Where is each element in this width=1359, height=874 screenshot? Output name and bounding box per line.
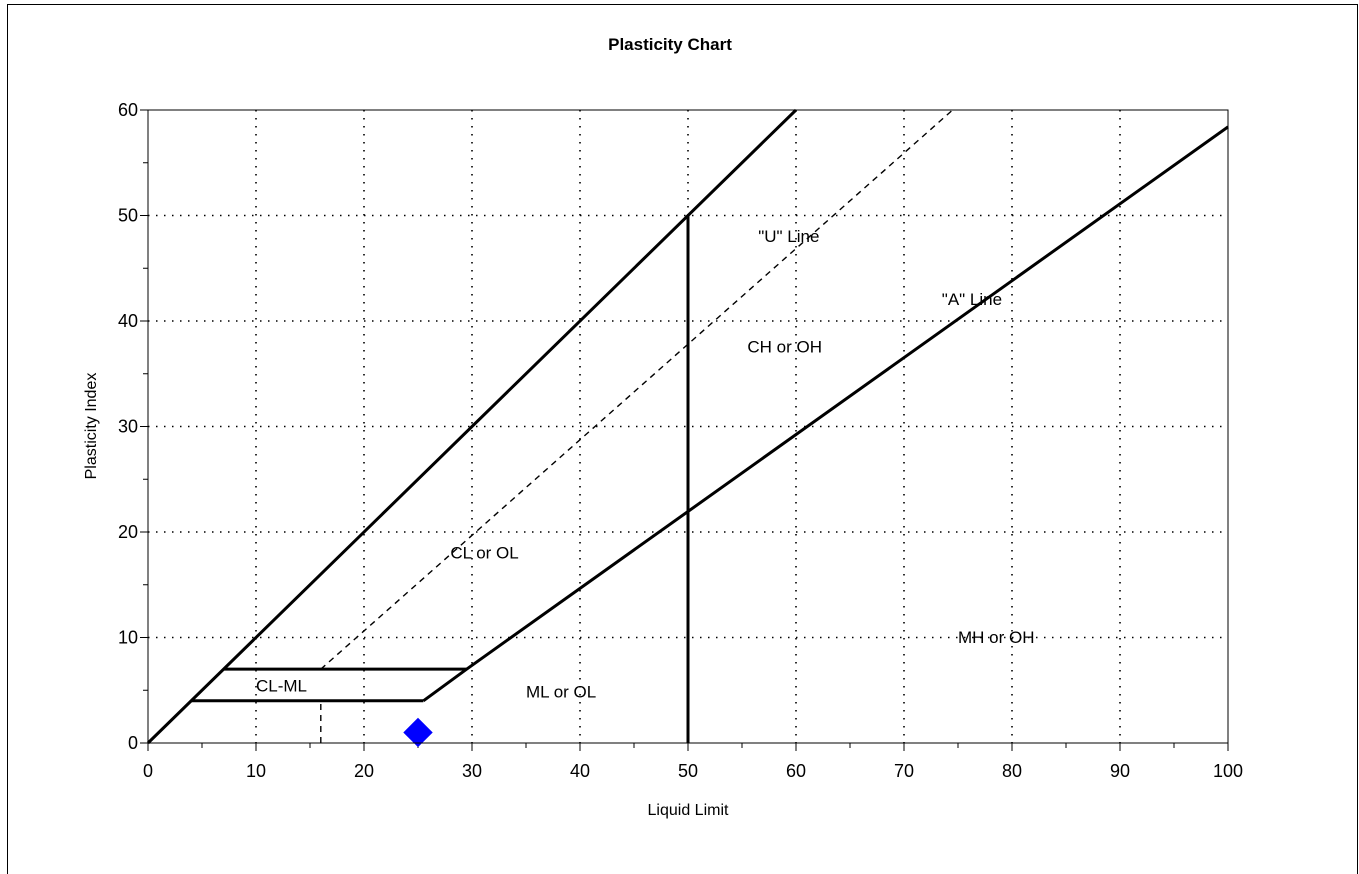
- y-tick-label: 0: [128, 733, 138, 753]
- y-tick-label: 40: [118, 311, 138, 331]
- y-tick-label: 20: [118, 522, 138, 542]
- region-annotation: CH or OH: [747, 338, 822, 357]
- data-points-layer: [403, 717, 433, 748]
- y-axis-tick-labels: 0 10 20 30 40 50 60: [118, 100, 138, 753]
- x-tick-label: 20: [354, 761, 374, 781]
- x-tick-label: 100: [1213, 761, 1243, 781]
- x-tick-label: 30: [462, 761, 482, 781]
- x-tick-label: 90: [1110, 761, 1130, 781]
- x-tick-label: 0: [143, 761, 153, 781]
- data-point-diamond: [403, 717, 433, 748]
- minor-tick-layer: [140, 109, 1229, 751]
- y-tick-label: 30: [118, 417, 138, 437]
- x-tick-label: 10: [246, 761, 266, 781]
- reference-lines-layer: [146, 108, 1229, 745]
- region-annotation: MH or OH: [958, 628, 1035, 647]
- x-tick-label: 70: [894, 761, 914, 781]
- chart-frame: [7, 4, 1358, 874]
- y-axis-label: Plasticity Index: [83, 373, 100, 480]
- x-tick-label: 50: [678, 761, 698, 781]
- x-tick-label: 80: [1002, 761, 1022, 781]
- chart-title: Plasticity Chart: [608, 35, 732, 54]
- y-tick-label: 50: [118, 206, 138, 226]
- boundary-line: [422, 125, 1229, 703]
- region-annotation: ML or OL: [526, 683, 596, 702]
- region-annotation: CL-ML: [256, 676, 307, 695]
- y-tick-label: 10: [118, 628, 138, 648]
- x-axis-tick-labels: 0 10 20 30 40 50 60 70 80 90 100: [143, 761, 1243, 781]
- x-tick-label: 40: [570, 761, 590, 781]
- region-annotation: CL or OL: [450, 543, 518, 562]
- dashed-boundary-line: [320, 109, 954, 670]
- y-tick-label: 60: [118, 100, 138, 120]
- region-annotation: "U" Line: [758, 227, 819, 246]
- region-annotations: "U" Line "A" Line CH or OH CL or OL MH or OH…: [256, 227, 1035, 702]
- plot-area-border: [147, 109, 1229, 744]
- x-tick-label: 60: [786, 761, 806, 781]
- region-annotation: "A" Line: [942, 290, 1002, 309]
- x-axis-label: Liquid Limit: [648, 802, 729, 819]
